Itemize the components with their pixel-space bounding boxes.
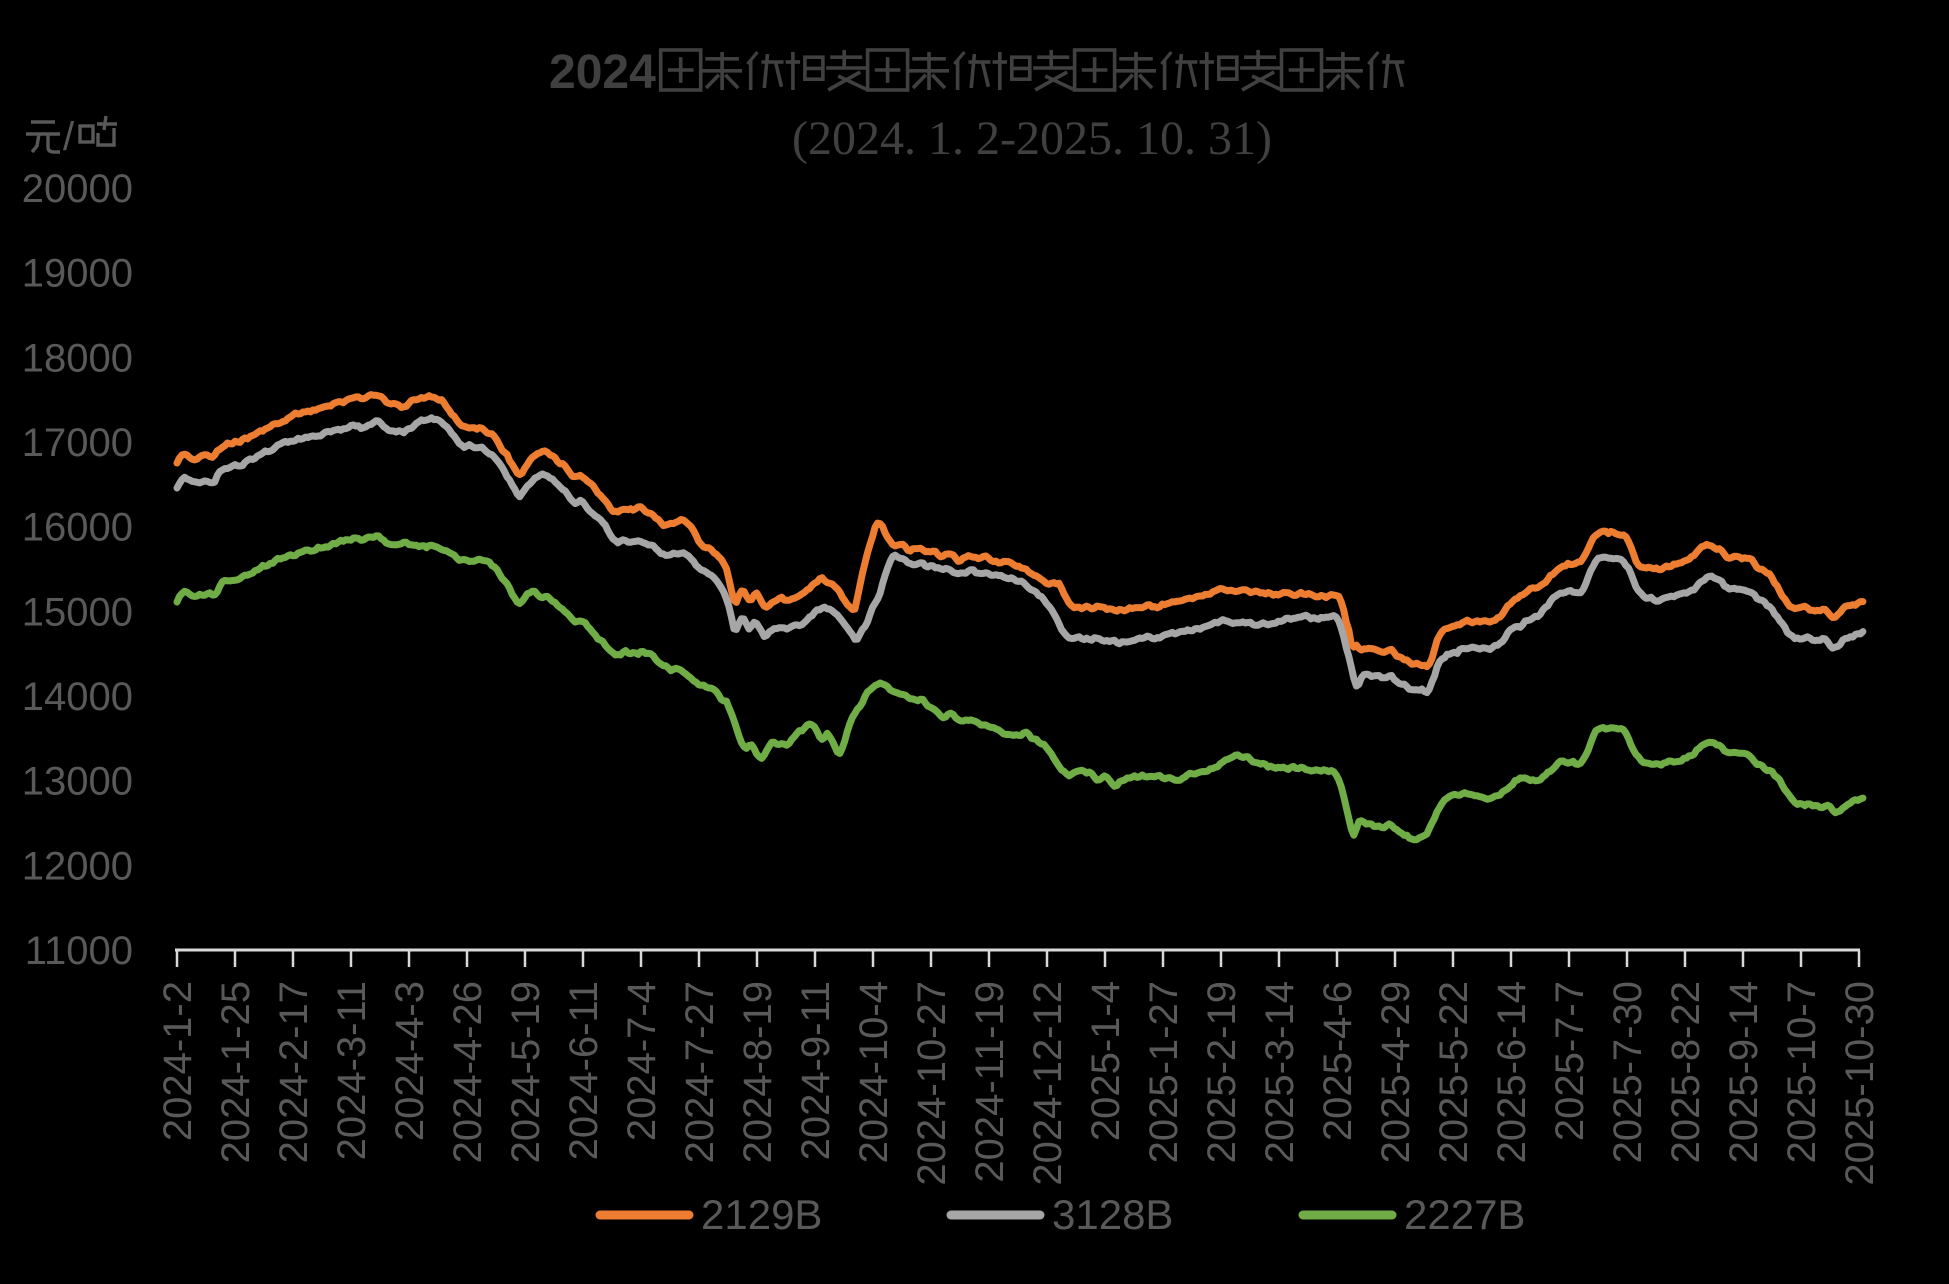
svg-text:2024-7-27: 2024-7-27 [678,981,722,1163]
svg-text:2025-1-27: 2025-1-27 [1142,981,1186,1163]
svg-text:2025-10-30: 2025-10-30 [1838,981,1882,1186]
svg-text:2024: 2024 [549,46,656,99]
svg-text:2227B: 2227B [1404,1191,1525,1238]
svg-text:(2024. 1. 2-2025. 10. 31): (2024. 1. 2-2025. 10. 31) [792,112,1272,165]
svg-text:2024-3-11: 2024-3-11 [330,981,374,1160]
svg-text:2025-9-14: 2025-9-14 [1722,981,1766,1163]
svg-text:2025-7-30: 2025-7-30 [1606,981,1650,1163]
svg-text:2024-4-26: 2024-4-26 [446,981,490,1163]
svg-text:2024-9-11: 2024-9-11 [794,981,838,1160]
svg-text:11000: 11000 [25,929,133,973]
svg-text:/: / [63,115,75,159]
svg-text:19000: 19000 [22,252,133,296]
svg-text:2024-12-12: 2024-12-12 [1026,981,1070,1186]
svg-text:2024-8-19: 2024-8-19 [736,981,780,1163]
svg-text:2025-8-22: 2025-8-22 [1664,981,1708,1163]
svg-text:20000: 20000 [22,167,133,211]
svg-text:16000: 16000 [22,506,133,550]
svg-text:2025-4-29: 2025-4-29 [1374,981,1418,1163]
svg-text:14000: 14000 [22,675,133,719]
svg-text:17000: 17000 [22,421,133,465]
svg-text:2129B: 2129B [701,1191,822,1238]
svg-text:2024-11-19: 2024-11-19 [968,981,1012,1183]
svg-text:2025-5-22: 2025-5-22 [1432,981,1476,1163]
svg-text:2025-3-14: 2025-3-14 [1258,981,1302,1163]
svg-text:12000: 12000 [22,844,133,888]
svg-text:2024-1-25: 2024-1-25 [214,981,258,1163]
svg-text:2024-4-3: 2024-4-3 [388,981,432,1141]
svg-text:18000: 18000 [22,336,133,380]
svg-text:2024-5-19: 2024-5-19 [504,981,548,1163]
svg-text:2024-2-17: 2024-2-17 [272,981,316,1163]
svg-text:2024-7-4: 2024-7-4 [620,981,664,1141]
svg-text:3128B: 3128B [1052,1191,1173,1238]
svg-text:2025-6-14: 2025-6-14 [1490,981,1534,1163]
svg-text:2024-10-4: 2024-10-4 [852,981,896,1163]
svg-text:13000: 13000 [22,760,133,804]
svg-text:2024-10-27: 2024-10-27 [910,981,954,1186]
svg-text:2025-7-7: 2025-7-7 [1548,981,1592,1141]
svg-text:2025-2-19: 2025-2-19 [1200,981,1244,1163]
svg-text:2024-6-11: 2024-6-11 [562,981,606,1160]
svg-text:2025-4-6: 2025-4-6 [1316,981,1360,1141]
svg-text:2024-1-2: 2024-1-2 [156,981,200,1141]
svg-text:2025-10-7: 2025-10-7 [1780,981,1824,1163]
svg-text:2025-1-4: 2025-1-4 [1084,981,1128,1141]
svg-text:15000: 15000 [22,590,133,634]
